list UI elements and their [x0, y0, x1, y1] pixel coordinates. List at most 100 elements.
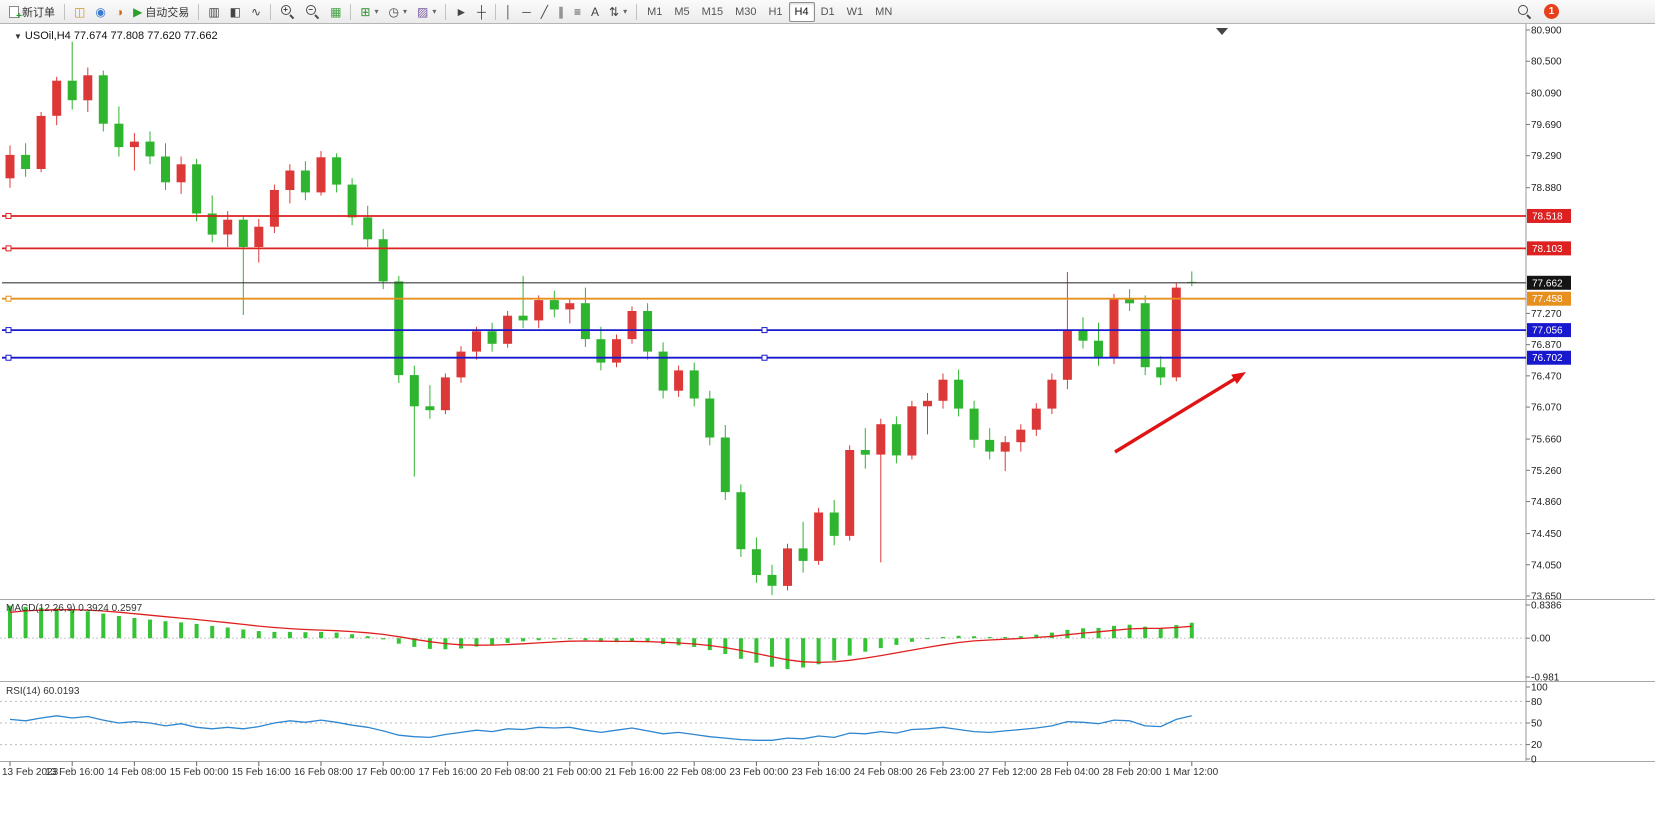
profile-button[interactable]: ◉	[90, 2, 110, 22]
algo-trading-button[interactable]: ▶ 自动交易	[128, 2, 194, 22]
timeframe-w1[interactable]: W1	[846, 5, 864, 18]
timeframe-h4[interactable]: H4	[788, 1, 815, 22]
time-axis-label: 15 Feb 00:00	[170, 767, 229, 778]
time-axis-label: 24 Feb 08:00	[854, 767, 913, 778]
fibonacci-icon: ≡	[574, 4, 582, 19]
candlesticks	[5, 41, 1197, 596]
community-button[interactable]: ◑	[111, 2, 128, 22]
chart-symbol-header: ▼ USOil,H4 77.674 77.808 77.620 77.662	[14, 30, 218, 42]
time-axis-label: 28 Feb 20:00	[1103, 767, 1162, 778]
time-axis-label: 1 Mar 12:00	[1165, 767, 1219, 778]
arrows-tool-button[interactable]: ⇅ ▾	[604, 2, 632, 22]
new-order-icon	[9, 5, 22, 22]
line-handle[interactable]	[5, 295, 12, 302]
crosshair-icon: ┼	[477, 4, 486, 19]
toolbar-separator	[350, 3, 352, 20]
notification-badge[interactable]: 1	[1544, 4, 1559, 19]
toolbar-separator	[636, 3, 638, 20]
time-axis-label: 16 Feb 08:00	[294, 767, 353, 778]
timeframe-m1[interactable]: M1	[647, 5, 663, 18]
horizontal-line-tool-button[interactable]: ─	[517, 2, 536, 22]
price-axis-label: 78.880	[1531, 183, 1562, 194]
macd-axis-label: -0.981	[1531, 673, 1560, 684]
new-order-button[interactable]: 新订单	[4, 2, 60, 22]
trend-arrow[interactable]	[1114, 374, 1241, 454]
price-axis-label: 79.690	[1531, 120, 1562, 131]
time-axis-label: 20 Feb 08:00	[481, 767, 540, 778]
line-handle[interactable]	[5, 327, 12, 334]
line-handle[interactable]	[5, 245, 12, 252]
line-handle[interactable]	[5, 354, 12, 361]
zoom-out-button[interactable]: −	[300, 2, 325, 22]
algo-trading-icon: ▶	[133, 4, 143, 19]
cursor-tool-button[interactable]: ►	[450, 2, 472, 22]
indicators-button[interactable]: ▨ ▾	[412, 2, 441, 22]
rsi-axis-label: 100	[1531, 683, 1548, 694]
price-badge-text: 78.103	[1532, 244, 1563, 255]
indicators-icon: ▨	[416, 4, 429, 19]
charts-button[interactable]: ◫	[69, 2, 90, 22]
price-badge	[1527, 208, 1571, 223]
toolbar: 新订单 ◫ ◉ ◑ ▶ 自动交易 ▥ ◧ ∿ + − ▦ ⊞▾ ◷▾ ▨▾ ► …	[0, 0, 1655, 24]
channel-tool-button[interactable]: ∥	[553, 2, 569, 22]
time-axis-label: 23 Feb 16:00	[792, 767, 851, 778]
chart-canvas[interactable]: 80.900 80.500 80.090 79.690 79.290 78.880 77.2…	[0, 24, 1655, 827]
price-badge-text: 78.518	[1532, 211, 1563, 222]
community-icon: ◑	[115, 4, 124, 19]
trend-arrow-head[interactable]	[1231, 372, 1246, 384]
toolbar-separator	[494, 3, 496, 20]
chevron-down-icon: ▾	[623, 7, 628, 16]
timeframe-m5[interactable]: M5	[674, 5, 690, 18]
price-axis-label: 74.860	[1531, 497, 1562, 508]
price-axis-label: 76.070	[1531, 403, 1562, 414]
crosshair-tool-button[interactable]: ┼	[472, 2, 491, 22]
timeframe-d1[interactable]: D1	[820, 5, 835, 18]
vertical-line-icon: │	[504, 4, 513, 19]
new-order-label: 新订单	[22, 6, 55, 19]
timeframe-m30[interactable]: M30	[735, 5, 757, 18]
macd-axis-label: 0.00	[1531, 634, 1551, 645]
time-axis-label: 23 Feb 00:00	[729, 767, 788, 778]
symbol-ohlc-text: USOil,H4 77.674 77.808 77.620 77.662	[24, 30, 218, 42]
toolbar-separator	[198, 3, 200, 20]
time-axis-label: 21 Feb 00:00	[543, 767, 602, 778]
price-axis-label: 80.900	[1531, 26, 1562, 37]
chart-shift-marker-icon[interactable]	[1216, 28, 1228, 35]
arrows-icon: ⇅	[609, 4, 620, 19]
line-handle[interactable]	[761, 354, 768, 361]
line-chart-icon: ∿	[251, 4, 262, 19]
periods-button[interactable]: ◷ ▾	[383, 2, 412, 22]
rsi-line	[9, 715, 1192, 741]
line-handle[interactable]	[761, 327, 768, 334]
price-axis-label: 76.470	[1531, 371, 1562, 382]
symbol-dropdown-icon[interactable]: ▼	[14, 32, 22, 41]
timeframe-h1[interactable]: H1	[768, 5, 783, 18]
price-axis-label: 75.660	[1531, 435, 1562, 446]
time-axis-label: 17 Feb 00:00	[356, 767, 415, 778]
horizontal-line-icon: ─	[522, 4, 531, 19]
tile-windows-icon: ▦	[330, 4, 342, 19]
new-chart-button[interactable]: ⊞ ▾	[355, 2, 383, 22]
line-handle[interactable]	[5, 212, 12, 219]
timeframe-mn[interactable]: MN	[875, 5, 893, 18]
vertical-line-tool-button[interactable]: │	[500, 2, 518, 22]
search-icon[interactable]	[1517, 4, 1532, 19]
time-axis-label: 13 Feb 16:00	[45, 767, 104, 778]
line-chart-mode-button[interactable]: ∿	[246, 2, 266, 22]
rsi-axis-label: 80	[1531, 697, 1543, 708]
trendline-tool-button[interactable]: ╱	[536, 2, 553, 22]
price-badge	[1527, 241, 1571, 256]
fibonacci-tool-button[interactable]: ≡	[569, 2, 586, 22]
timeframe-m15[interactable]: M15	[701, 5, 724, 18]
horizontal-levels	[2, 212, 1526, 361]
zoom-in-button[interactable]: +	[275, 2, 300, 22]
tile-windows-button[interactable]: ▦	[325, 2, 346, 22]
price-axis-label: 76.870	[1531, 340, 1562, 351]
time-axis-label: 22 Feb 08:00	[667, 767, 726, 778]
price-axis-label: 79.290	[1531, 151, 1562, 162]
candlestick-mode-button[interactable]: ◧	[225, 2, 246, 22]
text-tool-button[interactable]: A	[586, 2, 604, 22]
bar-chart-mode-button[interactable]: ▥	[203, 2, 224, 22]
time-axis-label: 17 Feb 16:00	[418, 767, 477, 778]
price-axis-label: 80.500	[1531, 57, 1562, 68]
